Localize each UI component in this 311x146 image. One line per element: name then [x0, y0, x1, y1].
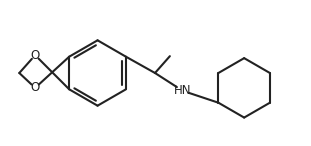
Text: HN: HN	[174, 84, 192, 97]
Text: O: O	[30, 81, 40, 94]
Text: O: O	[30, 49, 40, 62]
